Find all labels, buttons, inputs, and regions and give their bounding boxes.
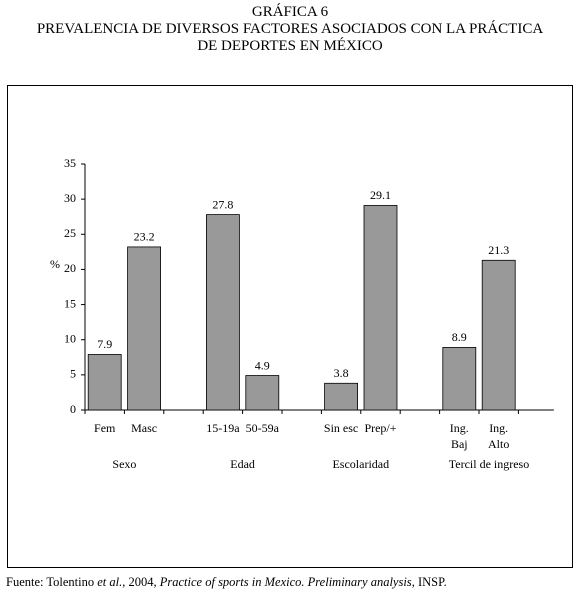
x-tick-label: Prep/+ xyxy=(364,421,397,435)
bar xyxy=(245,375,280,411)
x-tick-label: Ing. Baj xyxy=(449,421,469,451)
y-tick-label: 5 xyxy=(70,367,76,381)
bar xyxy=(481,259,516,411)
source-text: Practice of sports in Mexico. Preliminar… xyxy=(159,575,412,589)
value-label: 27.8 xyxy=(212,197,233,211)
value-label: 8.9 xyxy=(452,330,467,344)
y-axis-label: % xyxy=(50,257,60,271)
source: Fuente: Tolentino et al., 2004, Practice… xyxy=(6,575,447,590)
value-label: 4.9 xyxy=(255,358,270,372)
bar xyxy=(87,354,122,411)
value-label: 29.1 xyxy=(370,188,391,202)
y-tick-label: 15 xyxy=(64,296,76,310)
source-text: Fuente: Tolentino xyxy=(6,575,98,589)
x-tick-label: Fem xyxy=(94,421,116,435)
value-label: 23.2 xyxy=(134,230,155,244)
bar xyxy=(442,347,477,411)
y-tick-label: 30 xyxy=(64,191,76,205)
source-text: , INSP. xyxy=(411,575,447,589)
y-tick-label: 0 xyxy=(70,402,76,416)
value-label: 7.9 xyxy=(97,337,112,351)
x-tick-label: 15-19a xyxy=(206,421,240,435)
value-label: 3.8 xyxy=(334,366,349,380)
group-label: Sexo xyxy=(112,457,137,471)
x-tick-label: Masc xyxy=(131,421,158,435)
x-tick-label: Sin esc xyxy=(323,421,359,435)
title-line: GRÁFICA 6 xyxy=(251,4,329,20)
group-label: Tercil de ingreso xyxy=(448,457,530,471)
y-tick-label: 10 xyxy=(64,331,76,345)
x-tick-label: Ing. Alto xyxy=(488,421,510,451)
bar xyxy=(324,382,359,411)
bar xyxy=(205,214,240,411)
y-tick-label: 35 xyxy=(64,156,76,170)
title-line: PREVALENCIA DE DIVERSOS FACTORES ASOCIAD… xyxy=(36,21,544,37)
source-text: et al. xyxy=(97,575,123,589)
y-tick-label: 25 xyxy=(64,226,76,240)
group-label: Edad xyxy=(230,457,255,471)
bar xyxy=(127,246,161,411)
frame xyxy=(7,85,573,568)
group-label: Escolaridad xyxy=(332,457,390,471)
value-label: 21.3 xyxy=(488,243,509,257)
source-text: , 2004, xyxy=(122,575,160,589)
y-tick-label: 20 xyxy=(64,261,76,275)
title-line: DE DEPORTES EN MÉXICO xyxy=(197,38,383,54)
x-tick-label: 50-59a xyxy=(245,421,279,435)
bar xyxy=(363,205,398,411)
